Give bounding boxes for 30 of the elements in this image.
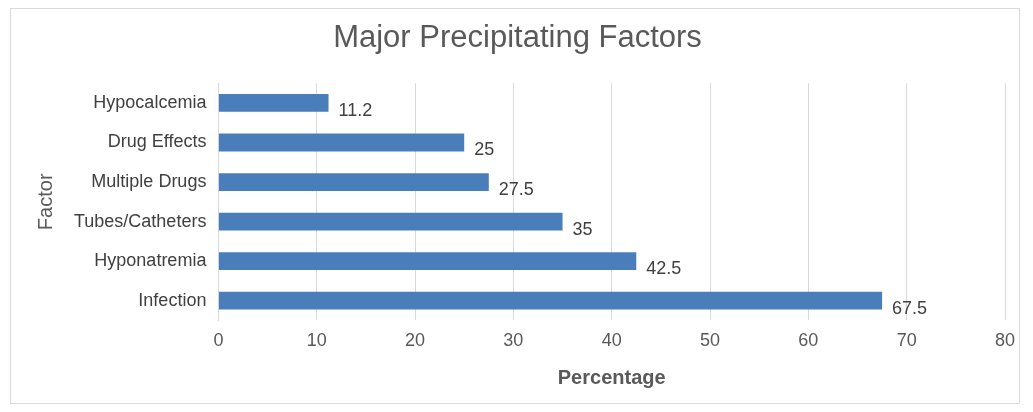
- x-tick-label: 80: [994, 330, 1016, 351]
- data-label: 27.5: [498, 179, 534, 199]
- bar: [218, 173, 489, 191]
- x-tick-label: 0: [213, 330, 224, 351]
- x-tick-label: 10: [306, 330, 327, 351]
- x-tick-label: 60: [798, 330, 819, 351]
- data-label: 42.5: [646, 258, 682, 279]
- bar: [218, 291, 883, 310]
- data-label: 11.2: [338, 99, 373, 120]
- x-axis-title: Percentage: [557, 365, 666, 388]
- bar: [218, 212, 563, 231]
- bar: [218, 94, 329, 112]
- y-tick-label: Drug Effects: [107, 131, 207, 152]
- y-tick-label: Tubes/Catheters: [73, 210, 207, 231]
- y-tick-label: Hyponatremia: [94, 250, 208, 271]
- bar: [218, 252, 637, 270]
- x-tick-label: 40: [601, 330, 622, 351]
- y-tick-label: Infection: [138, 289, 207, 310]
- y-axis-title: Factor: [33, 173, 56, 231]
- x-tick-label: 70: [896, 330, 917, 351]
- y-tick-label: Hypocalcemia: [93, 91, 208, 112]
- data-label: 67.5: [892, 297, 928, 318]
- bar: [218, 133, 465, 152]
- x-tick-label: 30: [503, 330, 524, 351]
- x-tick-label: 20: [405, 330, 426, 351]
- data-label: 35: [572, 218, 593, 239]
- x-tick-label: 50: [700, 330, 721, 351]
- chart-title: Major Precipitating Factors: [333, 19, 702, 55]
- data-label: 25: [474, 139, 495, 160]
- y-tick-label: Multiple Drugs: [91, 171, 207, 191]
